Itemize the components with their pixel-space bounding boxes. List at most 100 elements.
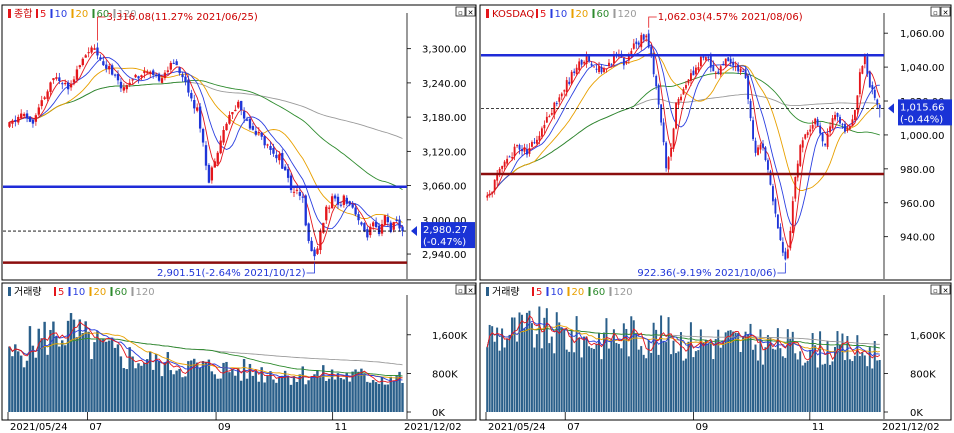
- candle-body: [72, 79, 76, 83]
- restore-glyph: ▫: [458, 9, 463, 17]
- volume-bar: [791, 331, 794, 412]
- volume-bar: [704, 339, 707, 412]
- volume-bar: [228, 372, 231, 412]
- volume-bar: [722, 340, 725, 412]
- volume-bar: [266, 375, 269, 412]
- candle-body: [863, 56, 866, 65]
- volume-bar: [754, 344, 757, 412]
- volume-bar: [548, 343, 551, 412]
- volume-bar: [866, 366, 869, 412]
- candle-body: [219, 140, 222, 154]
- restore-glyph: ▫: [458, 287, 463, 295]
- candle-body: [292, 191, 296, 193]
- candle-body: [702, 56, 705, 58]
- candle-body: [759, 144, 762, 150]
- volume-bar: [578, 337, 581, 412]
- candle-body: [573, 71, 576, 73]
- candle-body: [366, 229, 369, 238]
- candle-body: [395, 219, 398, 222]
- candle-body: [853, 110, 856, 121]
- legend-label: 10: [73, 287, 86, 298]
- candle-body: [198, 106, 202, 129]
- volume-bar: [169, 370, 172, 412]
- candle-body: [143, 70, 146, 74]
- x-tick-label: 11: [812, 422, 825, 433]
- candle-body: [757, 147, 759, 155]
- close-icon: [465, 284, 476, 295]
- volume-bar: [40, 338, 43, 412]
- candle-body: [593, 66, 596, 68]
- volume-bar: [558, 322, 561, 412]
- volume-bar: [853, 355, 856, 412]
- volume-bar: [231, 368, 234, 412]
- volume-bar: [389, 376, 392, 412]
- volume-bar: [724, 332, 727, 412]
- candle-body: [826, 133, 829, 147]
- legend-swatch-icon: [550, 9, 553, 18]
- volume-bar: [14, 344, 17, 412]
- volume-bar: [401, 382, 404, 412]
- legend-label: 5: [536, 287, 542, 298]
- candle-body: [622, 58, 625, 66]
- candle-body: [692, 70, 695, 76]
- legend-swatch-icon: [609, 287, 612, 296]
- volume-bar: [637, 349, 640, 412]
- volume-bar: [49, 329, 52, 412]
- volume-tick-label: 0K: [910, 408, 923, 419]
- volume-bar: [55, 336, 58, 412]
- legend-swatch-icon: [89, 287, 92, 296]
- volume-bar: [327, 378, 331, 412]
- candle-body: [645, 35, 648, 38]
- volume-bar: [160, 376, 164, 412]
- volume-bar: [607, 348, 610, 412]
- volume-bar: [380, 376, 384, 412]
- candle-body: [14, 119, 17, 122]
- volume-bar: [761, 364, 764, 412]
- legend-label: 20: [76, 9, 89, 20]
- candle-body: [140, 75, 143, 78]
- candle-body: [181, 74, 184, 78]
- legend-label: 10: [551, 287, 564, 298]
- volume-bar: [190, 360, 193, 412]
- restore-glyph: ▫: [933, 287, 938, 295]
- volume-bar: [697, 350, 700, 412]
- high-pointer: [648, 16, 657, 28]
- candle-body: [263, 136, 266, 146]
- candle-body: [876, 99, 879, 105]
- candle-body: [868, 71, 871, 88]
- candle-body: [665, 142, 668, 169]
- volume-bar: [143, 362, 146, 412]
- volume-bar: [134, 368, 137, 412]
- candle-body: [675, 102, 677, 129]
- volume-bar: [804, 362, 807, 412]
- volume-bar: [811, 333, 814, 412]
- low-pointer: [777, 262, 786, 274]
- volume-bar: [289, 384, 293, 412]
- close-glyph: ✕: [468, 9, 474, 17]
- volume-bar: [796, 359, 799, 412]
- volume-bar: [878, 359, 881, 412]
- volume-bar: [692, 357, 695, 412]
- volume-bar: [175, 370, 178, 412]
- volume-bar: [650, 352, 653, 412]
- volume-bar: [336, 373, 340, 412]
- volume-bar: [63, 345, 67, 412]
- volume-bar: [771, 348, 774, 412]
- volume-bar: [313, 374, 316, 412]
- candle-body: [739, 68, 742, 73]
- volume-bar: [786, 329, 789, 412]
- volume-bar: [819, 331, 822, 412]
- candle-body: [712, 65, 715, 72]
- volume-bar: [682, 360, 685, 412]
- volume-bar: [764, 347, 767, 412]
- candle-body: [310, 240, 313, 252]
- candle-body: [17, 116, 20, 123]
- candle-body: [724, 58, 727, 66]
- candle-body: [595, 68, 598, 70]
- candle-body: [834, 114, 836, 120]
- candle-body: [207, 164, 211, 183]
- legend-label: 120: [118, 9, 137, 20]
- volume-bar: [198, 367, 202, 412]
- candle-body: [600, 66, 603, 73]
- candle-body: [278, 154, 281, 161]
